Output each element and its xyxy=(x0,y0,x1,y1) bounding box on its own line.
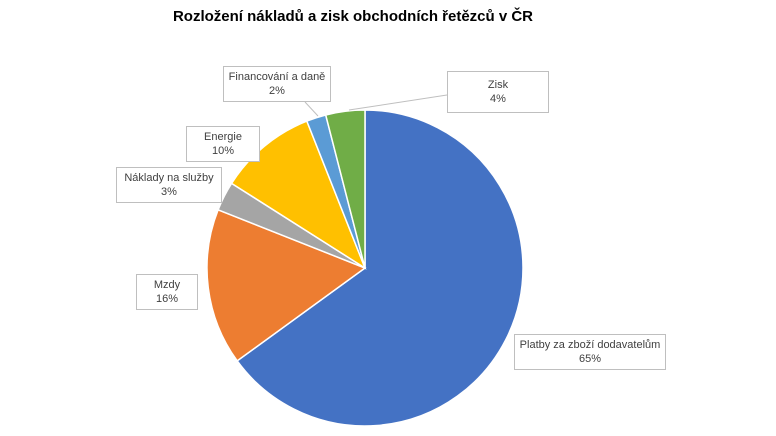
data-label-value: 3% xyxy=(161,186,177,198)
data-label-name: Energie xyxy=(204,131,242,143)
data-label-naklady-na-sluzby: Náklady na služby 3% xyxy=(116,167,222,203)
data-label-name: Mzdy xyxy=(153,279,181,291)
data-label-mzdy: Mzdy 16% xyxy=(136,274,198,310)
data-label-name: Financování a daně xyxy=(228,71,326,83)
data-label-platby: Platby za zboží dodavatelům 65% xyxy=(514,334,666,370)
data-label-name: Platby za zboží dodavatelům xyxy=(519,339,661,351)
data-label-name: Zisk xyxy=(487,79,509,91)
pie-slice-mzdy xyxy=(206,208,367,362)
leader-line-zisk xyxy=(348,94,448,111)
data-label-value: 2% xyxy=(269,85,285,97)
pie-slice-zisk xyxy=(324,109,366,269)
data-label-zisk: Zisk 4% xyxy=(447,71,549,113)
data-label-energie: Energie 10% xyxy=(186,126,260,162)
data-label-name: Náklady na služby xyxy=(124,172,214,184)
pie-slice-platby-za-zbozi-dodavatelum xyxy=(236,109,524,427)
chart-title: Rozložení nákladů a zisk obchodních řetě… xyxy=(172,8,534,25)
leader-line-financovani-a-dane xyxy=(304,101,319,117)
data-label-value: 65% xyxy=(578,353,602,365)
data-label-value: 10% xyxy=(211,145,235,157)
data-label-value: 4% xyxy=(490,93,506,105)
data-label-financovani-a-dane: Financování a daně 2% xyxy=(223,66,331,102)
pie-slice-energie xyxy=(230,120,367,270)
data-label-value: 16% xyxy=(155,293,179,305)
